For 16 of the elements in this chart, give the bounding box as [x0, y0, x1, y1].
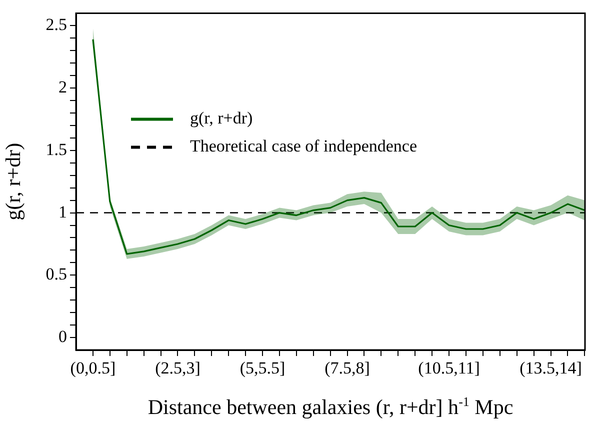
legend-label: g(r, r+dr) [190, 108, 253, 128]
x-tick-label: (10.5,11] [418, 358, 480, 378]
y-tick-label: 2 [58, 78, 67, 97]
y-tick-label: 1 [58, 202, 67, 222]
x-tick-label: (13.5,14] [520, 358, 582, 378]
y-tick-label: 0.5 [46, 264, 67, 284]
x-tick-label: (5,5.5] [240, 358, 286, 378]
y-axis-title: g(r, r+dr) [1, 142, 26, 220]
y-tick-label: 1.5 [46, 140, 67, 159]
y-tick-label: 0 [58, 326, 67, 346]
x-tick-label: (0,0.5] [70, 358, 116, 378]
x-axis-title: Distance between galaxies (r, r+dr] h$^{-1}$ Mpc [146, 394, 514, 420]
legend-label: Theoretical case of independence [190, 136, 418, 156]
y-tick-label: 2.5 [46, 15, 67, 34]
x-tick-label: (2.5,3] [155, 358, 200, 378]
x-tick-label: (7.5,8] [324, 358, 370, 378]
